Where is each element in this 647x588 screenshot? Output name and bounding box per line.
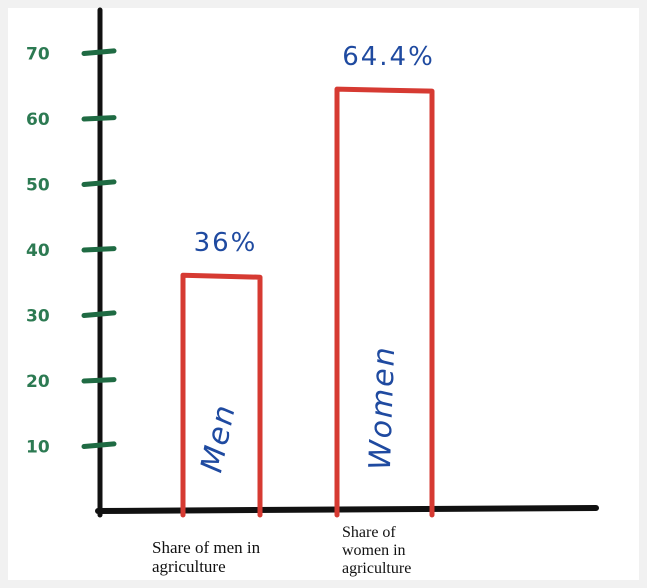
category-caption-women: Share of women in agriculture (342, 524, 412, 577)
y-tick-label: 60 (26, 110, 50, 130)
y-tick-label: 50 (26, 176, 50, 196)
bar-men (180, 272, 263, 518)
y-tick-label: 20 (26, 372, 50, 392)
x-axis-line (95, 505, 599, 514)
chart-background (8, 8, 639, 580)
y-ticks: 10 20 30 40 50 60 70 (26, 45, 117, 458)
y-tick-label: 10 (26, 438, 50, 458)
y-tick-mark (81, 246, 117, 253)
y-tick-label: 30 (26, 307, 50, 327)
y-tick-mark (81, 377, 117, 384)
data-label-men: 36% (194, 228, 258, 258)
y-tick-label: 70 (26, 45, 50, 65)
data-label-women: 64.4% (342, 42, 435, 72)
y-tick-mark (81, 115, 117, 122)
bar-women (334, 86, 435, 518)
y-tick-mark (81, 48, 117, 56)
category-caption-men: Share of men in agriculture (152, 538, 261, 577)
y-tick-mark (81, 179, 117, 187)
bar-category-label-women: Women (363, 345, 402, 471)
y-tick-mark (81, 441, 117, 449)
y-tick-mark (81, 310, 117, 318)
y-tick-label: 40 (26, 241, 50, 261)
